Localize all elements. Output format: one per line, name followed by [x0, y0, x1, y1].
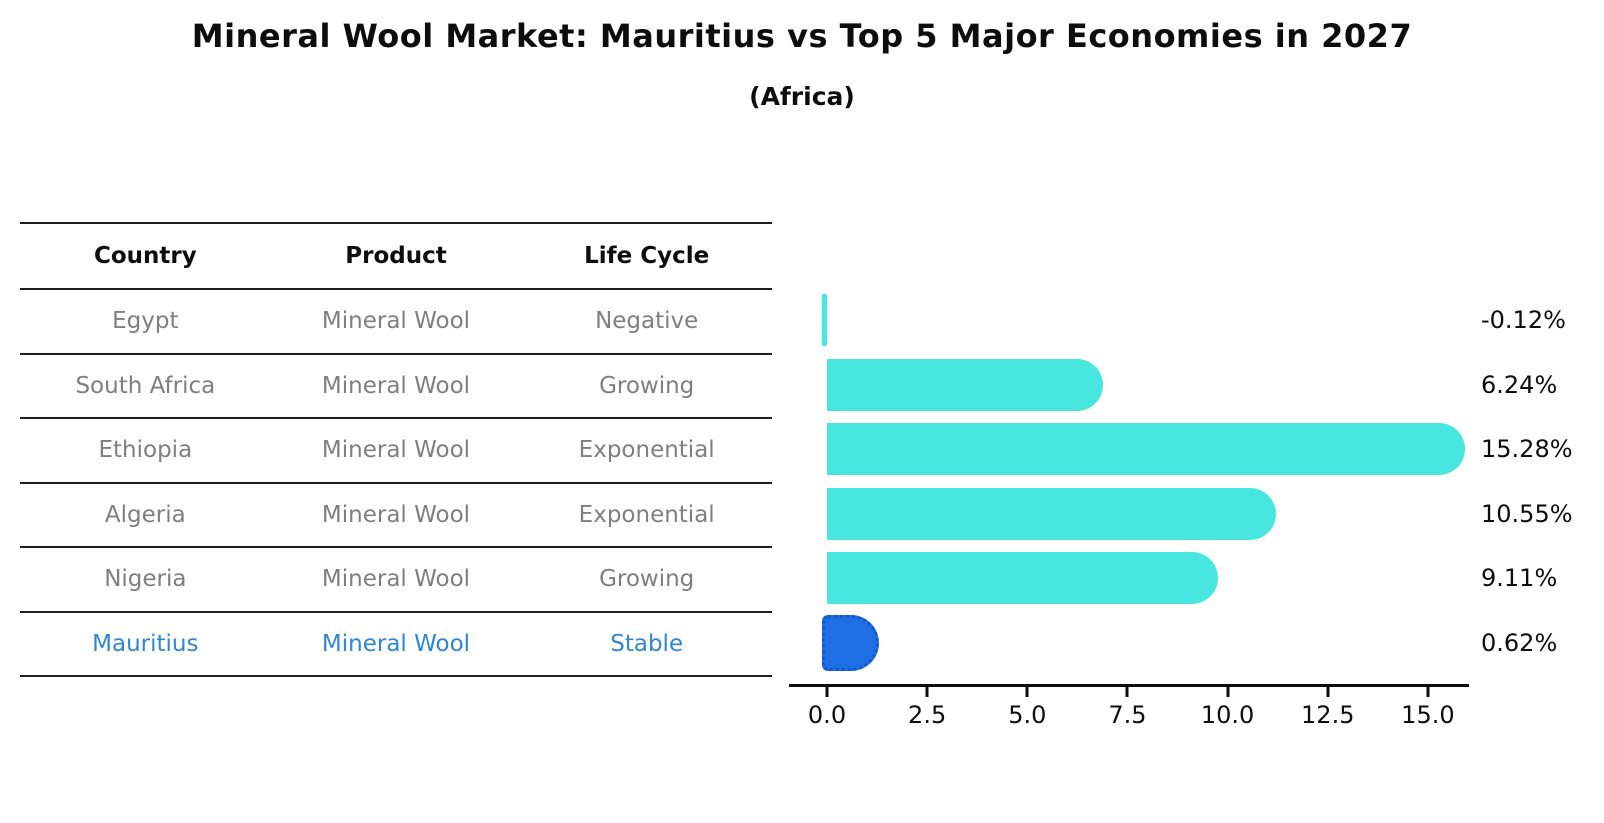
- bar-ethiopia: [827, 423, 1465, 475]
- bar-south-africa: [827, 358, 1103, 411]
- x-tick-label: 5.0: [1008, 701, 1047, 729]
- page-title: Mineral Wool Market: Mauritius vs Top 5 …: [191, 17, 1413, 55]
- x-axis-tick: [1226, 687, 1230, 697]
- lifecycle-cell: Exponential: [578, 437, 715, 464]
- bar-algeria: [827, 487, 1276, 540]
- country-cell: Nigeria: [104, 566, 187, 593]
- bar-egypt: [822, 294, 827, 346]
- x-axis-tick: [825, 687, 829, 697]
- figure-subtitle: (Africa): [749, 82, 855, 111]
- header-lifecycle: Life Cycle: [584, 243, 710, 269]
- bar-row: [789, 353, 1469, 418]
- x-tick-label: 12.5: [1301, 701, 1355, 729]
- value-label-nigeria: 9.11%: [1481, 564, 1558, 593]
- x-axis-tick: [1025, 687, 1029, 697]
- table-row: Nigeria Mineral Wool Growing: [20, 548, 772, 613]
- product-cell: Mineral Wool: [321, 501, 471, 528]
- x-axis-tick: [1326, 687, 1330, 697]
- table-row: South Africa Mineral Wool Growing: [20, 355, 772, 419]
- header-country: Country: [93, 243, 197, 269]
- country-cell: Algeria: [104, 501, 186, 528]
- x-tick-label: 15.0: [1401, 701, 1455, 729]
- lifecycle-cell: Growing: [599, 566, 695, 593]
- country-cell: Ethiopia: [98, 437, 193, 464]
- bar-mauritius: [822, 614, 879, 671]
- country-cell: South Africa: [75, 372, 216, 399]
- table-header-row: Country Product Life Cycle: [20, 224, 772, 290]
- x-axis-tick: [1426, 687, 1430, 697]
- value-label-mauritius: 0.62%: [1481, 628, 1558, 657]
- table-body: Egypt Mineral Wool Negative South Africa Min…: [20, 290, 772, 677]
- product-cell: Mineral Wool: [321, 566, 471, 593]
- bar-row: [789, 611, 1469, 676]
- lifecycle-cell: Negative: [595, 308, 699, 335]
- table-row: Egypt Mineral Wool Negative: [20, 290, 772, 355]
- table-row: Mauritius Mineral Wool Stable: [20, 613, 772, 677]
- bar-chart: [789, 288, 1469, 675]
- x-tick-label: 0.0: [807, 701, 847, 729]
- country-cell: Mauritius: [92, 630, 199, 657]
- country-cell: Egypt: [112, 308, 179, 335]
- value-label-south-africa: 6.24%: [1481, 370, 1558, 399]
- comparison-table: Country Product Life Cycle Egypt Mineral …: [20, 222, 772, 677]
- x-axis-tick: [1125, 687, 1129, 697]
- value-label-egypt: -0.12%: [1481, 306, 1566, 335]
- product-cell: Mineral Wool: [321, 308, 471, 335]
- lifecycle-cell: Exponential: [578, 501, 715, 528]
- x-axis: 0.0 2.5 5.0 7.5 10.0 12.5 15.0: [789, 687, 1469, 747]
- lifecycle-cell: Growing: [599, 372, 695, 399]
- x-tick-label: 7.5: [1108, 701, 1147, 729]
- value-label-algeria: 10.55%: [1481, 499, 1573, 528]
- table-row: Algeria Mineral Wool Exponential: [20, 484, 772, 548]
- value-labels-column: -0.12% 6.24% 15.28% 10.55% 9.11% 0.62%: [1481, 288, 1601, 675]
- product-cell: Mineral Wool: [321, 437, 471, 464]
- bar-row: [789, 288, 1469, 353]
- x-tick-label: 2.5: [908, 701, 947, 729]
- product-cell: Mineral Wool: [321, 630, 471, 657]
- x-tick-label: 10.0: [1200, 701, 1255, 729]
- bar-row: [789, 417, 1469, 482]
- bar-nigeria: [827, 552, 1218, 604]
- table-row: Ethiopia Mineral Wool Exponential: [20, 419, 772, 484]
- value-label-ethiopia: 15.28%: [1481, 435, 1573, 464]
- bar-row: [789, 546, 1469, 611]
- x-axis-line: [789, 684, 1469, 687]
- product-cell: Mineral Wool: [321, 372, 471, 399]
- header-product: Product: [345, 243, 447, 269]
- bar-row: [789, 482, 1469, 547]
- lifecycle-cell: Stable: [610, 630, 684, 657]
- x-axis-tick: [925, 687, 929, 697]
